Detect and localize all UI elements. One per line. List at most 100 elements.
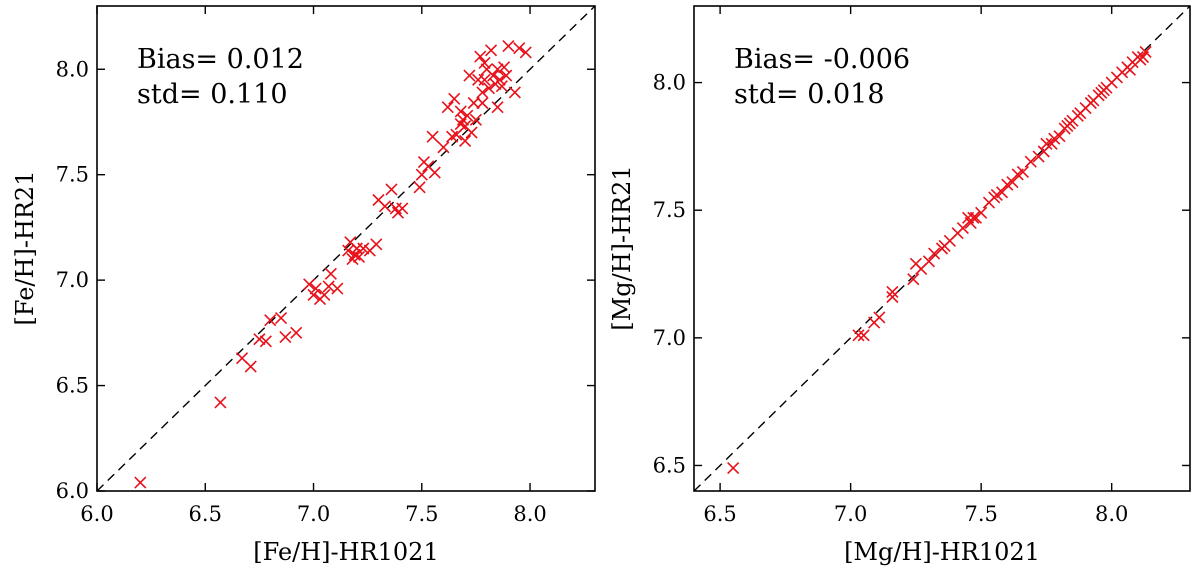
fe-h-data-point	[259, 335, 272, 348]
fe-h-y-tick-label: 7.0	[56, 268, 89, 292]
mg-h-plot-frame	[693, 5, 1191, 492]
fe-h-data-point	[493, 73, 506, 86]
mg-h-x-tick-label: 7.5	[964, 502, 997, 526]
mg-h-y-tick-label: 7.5	[653, 198, 686, 222]
fe-h-data-point	[428, 166, 441, 179]
fe-h-data-point	[264, 314, 277, 327]
fe-h-data-point	[324, 267, 337, 280]
fe-h-y-tick-label: 7.5	[56, 163, 89, 187]
mg-h-data-point	[1006, 176, 1019, 189]
mg-h-data-point	[852, 329, 865, 342]
mg-h-data-point	[956, 222, 969, 235]
mg-h-data-point	[1123, 63, 1137, 76]
fe-h-ticks: 6.0 6.5 7.0 7.5 8.0 6.0 6.5 7.0 7.5 8.0	[56, 6, 595, 526]
fe-h-data-point	[482, 82, 495, 95]
mg-h-y-tick-label: 7.0	[653, 326, 686, 350]
fe-h-points	[134, 39, 532, 489]
fe-h-data-point	[370, 238, 383, 251]
fe-h-data-point	[331, 282, 344, 295]
mg-h-x-axis-title: [Mg/H]-HR1021	[844, 538, 1040, 566]
fe-h-y-tick-label: 6.0	[56, 479, 89, 503]
fe-h-data-point	[454, 118, 467, 131]
fe-h-x-tick-label: 6.0	[80, 502, 113, 526]
fe-h-y-tick-label: 6.5	[56, 374, 89, 398]
fe-h-data-point	[413, 181, 426, 194]
fe-h-bias-annotation: Bias= 0.012	[137, 44, 304, 75]
fe-h-data-point	[448, 92, 461, 105]
mg-h-x-tick-label: 7.0	[834, 502, 867, 526]
fe-h-data-point	[437, 141, 450, 154]
fe-h-data-point	[463, 69, 476, 82]
mg-h-y-axis-title: [Mg/H]-HR21	[608, 165, 636, 330]
mg-h-data-point	[995, 186, 1009, 199]
mg-h-data-point	[1040, 137, 1053, 150]
fe-h-data-point	[495, 80, 508, 93]
fe-h-data-point	[478, 56, 491, 70]
fe-h-x-tick-label: 8.0	[513, 502, 546, 526]
fe-h-data-point	[476, 96, 489, 110]
fe-h-data-point	[303, 278, 316, 291]
fe-h-data-point	[485, 44, 498, 57]
mg-h-bias-annotation: Bias= -0.006	[734, 44, 910, 75]
fe-h-data-point	[244, 360, 257, 373]
fe-h-data-point	[290, 326, 303, 339]
fe-h-data-point	[474, 50, 487, 63]
mg-h-data-point	[975, 206, 988, 219]
fe-h-data-point	[318, 288, 331, 301]
fe-h-data-point	[491, 63, 504, 76]
mg-h-panel: 6.5 7.0 7.5 8.0 6.5 7.0 7.5 8.0 Bias= -0.006 st…	[608, 5, 1191, 566]
mg-h-data-point	[1061, 119, 1074, 133]
mg-h-data-point	[1139, 45, 1152, 59]
mg-h-points	[727, 45, 1152, 475]
fe-h-std-annotation: std= 0.110	[137, 79, 288, 110]
fe-h-data-point	[478, 73, 491, 86]
fe-h-data-point	[415, 168, 428, 181]
fe-h-x-tick-label: 7.0	[297, 502, 330, 526]
mg-h-data-point	[922, 255, 936, 268]
mg-h-data-point	[857, 329, 870, 342]
mg-h-x-tick-label: 8.0	[1095, 502, 1128, 526]
mg-h-std-annotation: std= 0.018	[734, 79, 885, 110]
mg-h-data-point	[988, 191, 1001, 204]
fe-h-data-point	[513, 42, 526, 55]
fe-h-x-axis-title: [Fe/H]-HR1021	[253, 538, 438, 566]
mg-h-ticks: 6.5 7.0 7.5 8.0 6.5 7.0 7.5 8.0	[653, 6, 1190, 526]
fe-h-data-point	[214, 396, 227, 409]
fe-h-data-point	[396, 202, 409, 215]
mg-h-data-point	[1097, 84, 1110, 97]
fe-h-data-point	[357, 242, 370, 255]
mg-h-data-point	[1053, 130, 1066, 143]
fe-h-data-point	[454, 105, 467, 118]
fe-h-data-point	[389, 202, 402, 215]
fe-h-data-point	[465, 126, 478, 139]
mg-h-data-point	[886, 285, 899, 298]
fe-h-data-point	[446, 130, 459, 143]
fe-h-data-point	[385, 183, 398, 196]
fe-h-data-point	[253, 333, 266, 346]
mg-h-data-point	[727, 461, 740, 475]
fe-h-data-point	[476, 86, 489, 99]
fe-h-x-tick-label: 6.5	[189, 502, 222, 526]
mg-h-data-point	[873, 311, 886, 324]
fe-h-x-tick-label: 7.5	[405, 502, 438, 526]
fe-h-data-point	[307, 288, 320, 301]
mg-h-data-point	[967, 211, 980, 224]
mg-h-x-tick-label: 6.5	[703, 502, 736, 526]
fe-h-data-point	[467, 96, 480, 110]
fe-h-data-point	[461, 109, 474, 122]
mg-h-data-point	[928, 247, 941, 260]
mg-h-y-tick-label: 8.0	[653, 71, 686, 95]
fe-h-data-point	[426, 130, 439, 143]
mg-h-data-point	[1024, 155, 1037, 168]
fe-h-data-point	[352, 250, 366, 264]
fe-h-data-point	[469, 113, 482, 126]
fe-h-data-point	[508, 86, 521, 99]
fe-h-y-axis-title: [Fe/H]-HR21	[11, 171, 39, 326]
mg-h-data-point	[938, 239, 951, 253]
fe-h-data-point	[441, 101, 454, 114]
mg-h-data-point	[1134, 53, 1147, 66]
mg-h-data-point	[886, 290, 899, 304]
fe-h-data-point	[491, 101, 504, 114]
mg-h-data-point	[907, 273, 920, 286]
